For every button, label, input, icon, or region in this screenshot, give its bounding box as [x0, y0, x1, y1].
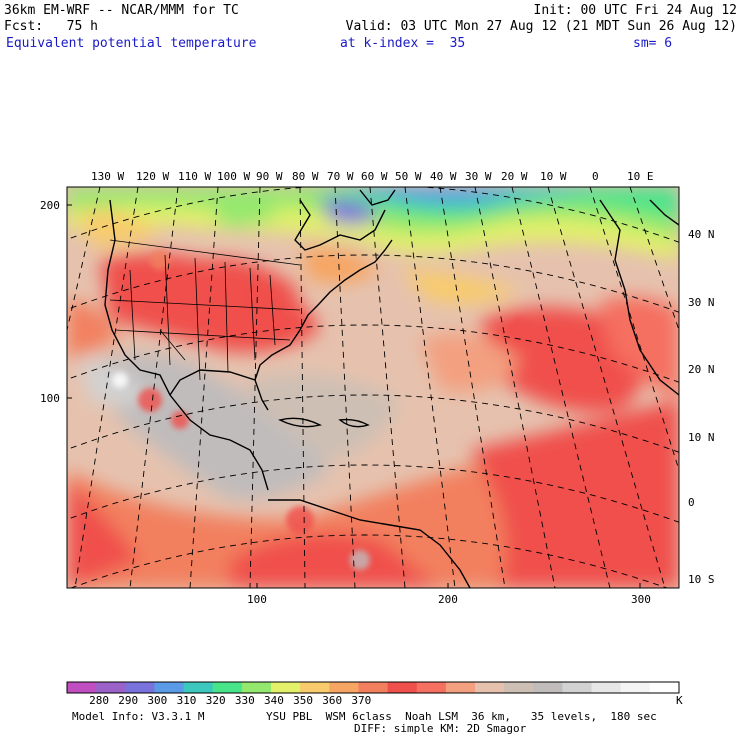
lon-label: 60 W: [361, 170, 388, 183]
colorbar-swatch: [562, 682, 593, 693]
lon-label: 0: [592, 170, 599, 183]
graticule: [67, 187, 679, 588]
colorbar-label: 320: [205, 694, 226, 707]
field-name: Equivalent potential temperature: [6, 36, 257, 51]
model-title: 36km EM-WRF -- NCAR/MMM for TC: [4, 3, 239, 18]
colorbar-swatch: [416, 682, 447, 693]
colorbar-swatch: [533, 682, 563, 693]
colorbar-swatch: [620, 682, 651, 693]
grid-y-label: 200: [40, 199, 60, 212]
physics-line-2: DIFF: simple KM: 2D Smagor: [354, 722, 527, 735]
colorbar-swatch: [67, 682, 97, 693]
colorbar-swatch: [154, 682, 185, 693]
colorbar-swatch: [300, 682, 330, 693]
lon-label: 110 W: [178, 170, 211, 183]
colorbar-label: 350: [293, 694, 314, 707]
colorbar-label: 280: [89, 694, 110, 707]
lon-label: 100 W: [217, 170, 250, 183]
political-borders: [109, 239, 301, 381]
colorbar-swatch: [212, 682, 243, 693]
lat-label: 40 N: [688, 228, 715, 241]
colorbar-swatch: [241, 682, 272, 693]
colorbar-swatch: [271, 682, 301, 693]
smoothing-label: sm= 6: [633, 36, 673, 51]
lon-label: 70 W: [327, 170, 354, 183]
lon-label: 40 W: [430, 170, 457, 183]
colorbar-label: 330: [234, 694, 255, 707]
colorbar-swatch: [329, 682, 359, 693]
lon-label: 50 W: [395, 170, 422, 183]
colorbar-swatch: [183, 682, 214, 693]
lon-label: 20 W: [501, 170, 528, 183]
theta-e-field: [67, 187, 679, 588]
colorbar-swatch: [475, 682, 505, 693]
axis-ticks: [67, 204, 641, 588]
colorbar-frame: [66, 681, 680, 694]
lat-label: 20 N: [688, 363, 715, 376]
lon-label: 130 W: [91, 170, 124, 183]
lat-label: 0: [688, 496, 695, 509]
lat-label: 10 N: [688, 431, 715, 444]
latitude-labels: 40 N 30 N 20 N 10 N 0 10 S: [688, 228, 715, 586]
lon-label: 10 W: [540, 170, 567, 183]
physics-line-1: YSU PBL WSM 6class Noah LSM 36 km, 35 le…: [266, 710, 657, 723]
lon-label: 90 W: [256, 170, 283, 183]
lat-label: 10 S: [688, 573, 715, 586]
colorbar-swatch: [125, 682, 155, 693]
colorbar-swatch: [445, 682, 476, 693]
colorbar-label: 370: [351, 694, 372, 707]
grid-x-label: 200: [438, 593, 458, 606]
grid-x-label: 100: [247, 593, 267, 606]
colorbar-label: 300: [147, 694, 168, 707]
init-time: Init: 00 UTC Fri 24 Aug 12: [533, 3, 738, 18]
colorbar-swatch: [504, 682, 534, 693]
forecast-hour: Fcst: 75 h: [4, 19, 98, 34]
lon-label: 80 W: [292, 170, 319, 183]
longitude-labels: 130 W 120 W 110 W 100 W 90 W 80 W 70 W 6…: [91, 170, 654, 183]
map-frame: [66, 186, 680, 589]
colorbar-label: 360: [322, 694, 343, 707]
colorbar-unit: K: [676, 694, 683, 707]
colorbar-label: 340: [264, 694, 284, 707]
colorbar-swatch: [96, 682, 126, 693]
lat-label: 30 N: [688, 296, 715, 309]
coastlines: [104, 189, 679, 588]
colorbar-label: 310: [176, 694, 197, 707]
colorbar-label: 290: [118, 694, 139, 707]
lon-label: 30 W: [465, 170, 492, 183]
colorbar-swatch: [387, 682, 418, 693]
colorbar-swatch: [591, 682, 622, 693]
colorbar-swatch: [358, 682, 389, 693]
grid-y-label: 100: [40, 392, 60, 405]
colorbar-swatch: [649, 682, 680, 693]
model-info: Model Info: V3.3.1 M: [72, 710, 205, 723]
lon-label: 120 W: [136, 170, 169, 183]
lon-label: 10 E: [627, 170, 654, 183]
level-label: at k-index = 35: [340, 36, 466, 51]
colorbar-swatches: [67, 682, 680, 693]
valid-time: Valid: 03 UTC Mon 27 Aug 12 (21 MDT Sun …: [345, 19, 737, 34]
grid-x-label: 300: [631, 593, 651, 606]
grid-index-labels: 200 100 100 200 300: [40, 199, 651, 606]
